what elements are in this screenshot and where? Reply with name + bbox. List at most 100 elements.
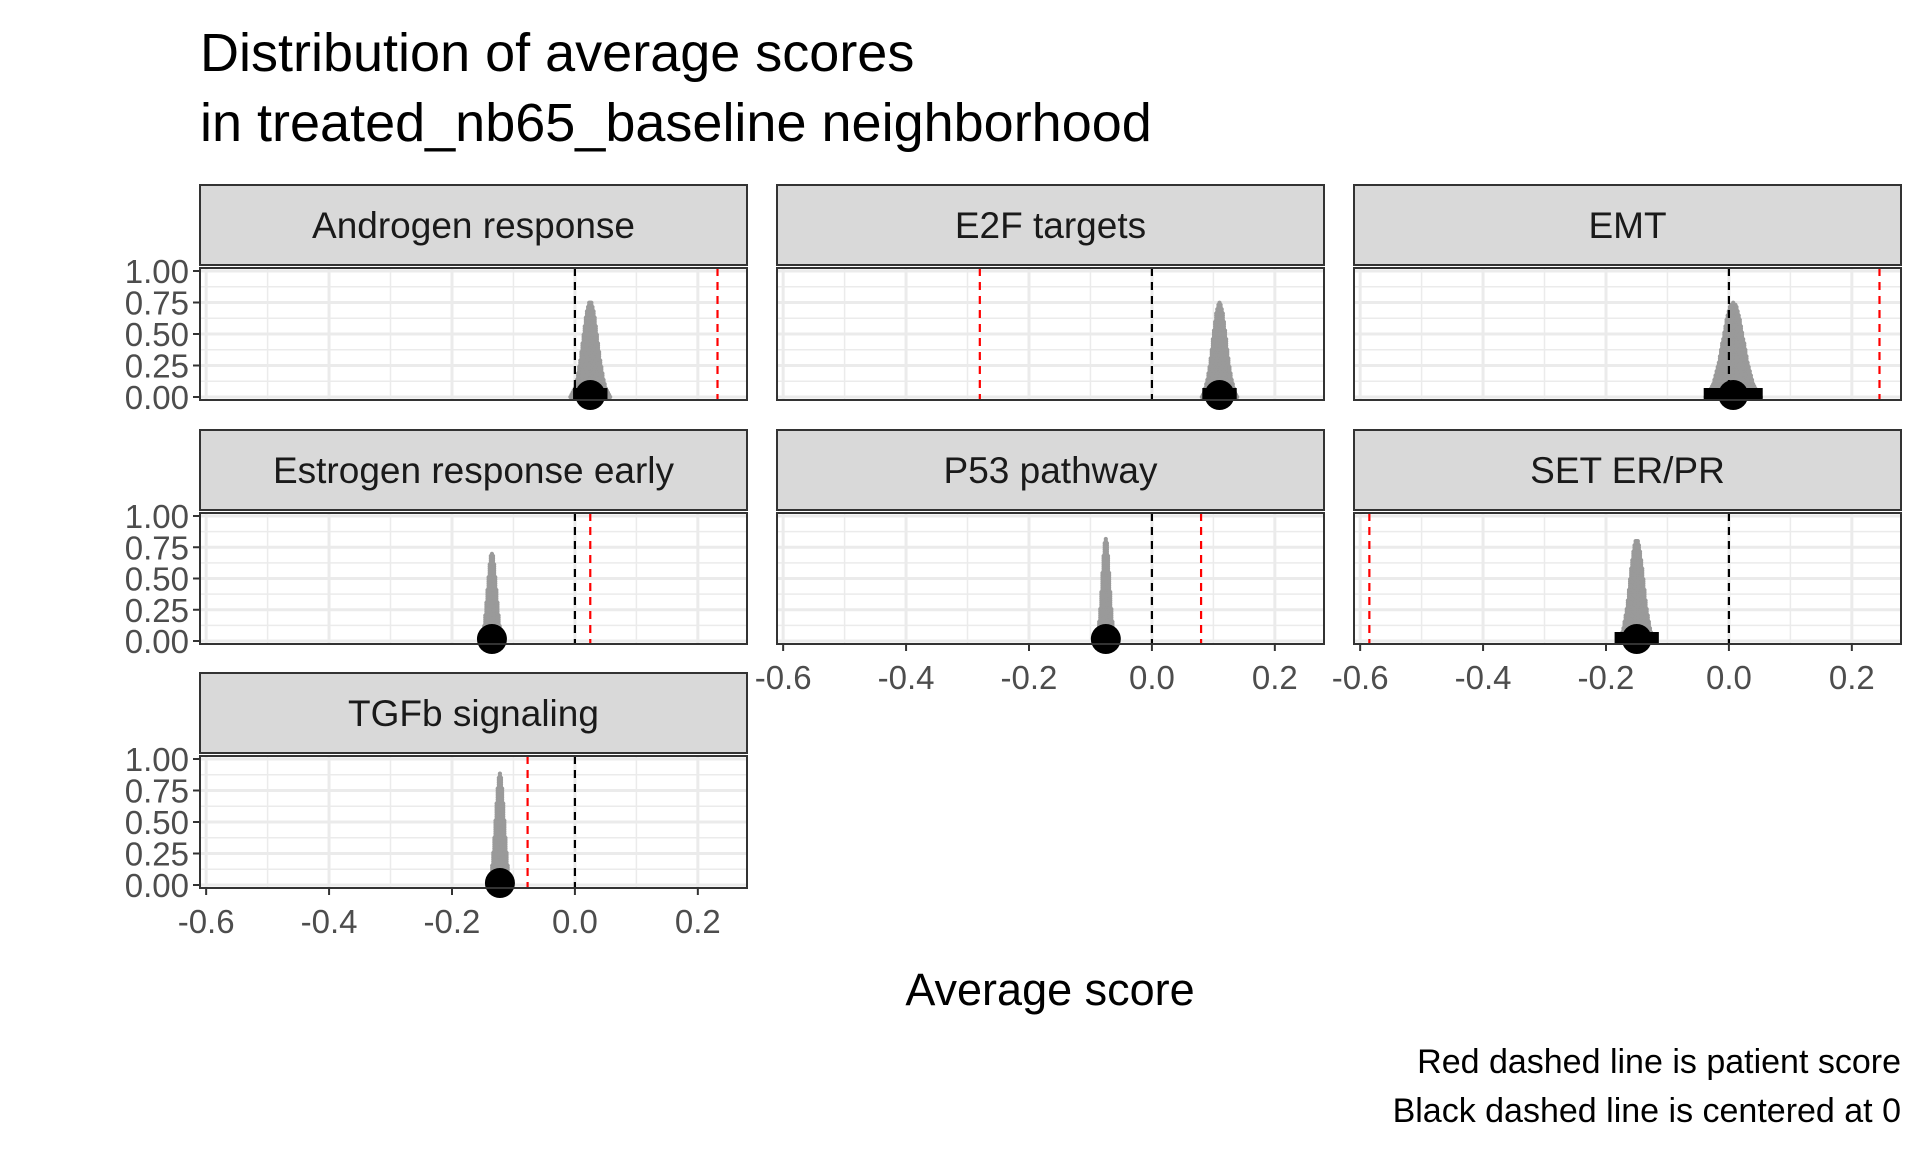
dot [1734, 304, 1739, 310]
dot [1643, 598, 1648, 603]
dot [1227, 364, 1232, 370]
facet-strip-label: TGFb signaling [348, 693, 599, 734]
dot [1639, 558, 1644, 563]
dot [1647, 626, 1653, 631]
y-tick-label: 1.00 [125, 741, 189, 778]
facet-panel: E2F targets [776, 184, 1325, 410]
dot [592, 315, 597, 320]
dot [1229, 377, 1234, 382]
x-tick-label: 0.0 [1706, 659, 1752, 696]
facet-panel: P53 pathway-0.6 -0.4 -0.2 0.0 0.2 [755, 429, 1325, 696]
facet-strip [776, 184, 1325, 266]
dot [1747, 369, 1752, 374]
panel-frame [1353, 267, 1902, 401]
dot [600, 371, 605, 376]
dot [1739, 330, 1745, 335]
dot [1737, 317, 1742, 322]
x-tick-label: 0.2 [1252, 659, 1298, 696]
dot [505, 863, 510, 868]
dot [1644, 607, 1649, 612]
dot [589, 300, 594, 305]
dot [501, 801, 506, 806]
facet-panel: SET ER/PR-0.6 -0.4 -0.2 0.0 0.2 [1332, 429, 1902, 696]
dot [1107, 570, 1112, 576]
dot [492, 562, 497, 567]
dot [495, 600, 500, 605]
dot [1105, 553, 1111, 559]
dot [597, 349, 602, 355]
facet-strip-label: Estrogen response early [273, 450, 675, 491]
median-point [484, 868, 515, 898]
x-tick-label: 0.2 [675, 903, 721, 940]
caption-line-1: Red dashed line is patient score [1417, 1043, 1901, 1081]
dot [1743, 347, 1748, 352]
facet-strip-label: E2F targets [955, 205, 1146, 246]
dot [1748, 373, 1754, 378]
panel-frame [776, 267, 1325, 401]
dot [1738, 324, 1744, 329]
dot [1745, 360, 1750, 365]
dot [602, 382, 607, 387]
y-tick-label: 0.00 [125, 867, 189, 904]
dot [1736, 313, 1741, 318]
chart-title-line-1: Distribution of average scores [200, 23, 914, 83]
x-tick-label: -0.6 [178, 903, 235, 940]
dot [503, 835, 508, 840]
dot [504, 850, 509, 855]
y-tick-label: 0.25 [125, 592, 189, 629]
y-tick-label: 0.25 [125, 836, 189, 873]
dot [1222, 328, 1228, 333]
dot [601, 377, 606, 382]
x-tick-label: -0.6 [755, 659, 812, 696]
dot [1746, 364, 1751, 370]
caption-line-2: Black dashed line is centered at 0 [1393, 1092, 1901, 1130]
dot [1636, 543, 1642, 548]
facet-strip [199, 429, 748, 511]
dot [1645, 613, 1650, 618]
facet-strip [1353, 184, 1902, 266]
x-tick-label: -0.6 [1332, 659, 1389, 696]
median-point [1204, 380, 1235, 410]
dot [502, 818, 507, 823]
facet-panel: TGFb signaling 0.000.250.500.751.00 -0.6 -0… [125, 672, 748, 940]
facet-panel: Estrogen response early0.000.250.500.751… [125, 429, 748, 660]
x-tick-label: 0.2 [1829, 659, 1875, 696]
dot [1221, 319, 1227, 325]
facet-strip-label: Androgen response [312, 205, 635, 246]
dot [1741, 337, 1746, 342]
dot [1646, 619, 1651, 624]
x-tick-label: -0.4 [878, 659, 935, 696]
dot [1218, 302, 1223, 307]
dot [1109, 607, 1114, 612]
dot [1110, 619, 1115, 624]
dot [497, 771, 503, 776]
facet-strip [199, 184, 748, 266]
median-point [575, 380, 606, 410]
dot [1637, 549, 1643, 554]
dot [1749, 377, 1755, 382]
facet-panel: EMT [1353, 184, 1902, 410]
dot [1219, 307, 1224, 312]
x-tick-label: -0.2 [424, 903, 481, 940]
dot [494, 587, 499, 593]
y-tick-label: 0.75 [125, 773, 189, 810]
dot [599, 364, 604, 370]
dot [1642, 587, 1647, 593]
median-point [1718, 380, 1749, 410]
dot [1744, 354, 1749, 359]
y-tick-label: 1.00 [125, 253, 189, 290]
dot [1641, 577, 1646, 582]
y-tick-label: 0.50 [125, 804, 189, 841]
dot [500, 786, 505, 791]
y-tick-label: 0.00 [125, 379, 189, 416]
dot [1228, 371, 1233, 376]
dot [590, 304, 595, 310]
chart-title-line-2: in treated_nb65_baseline neighborhood [200, 93, 1152, 153]
dot [1735, 309, 1740, 314]
x-tick-label: -0.4 [301, 903, 358, 940]
x-tick-label: 0.0 [552, 903, 598, 940]
dot [1635, 539, 1640, 544]
y-tick-label: 0.50 [125, 316, 189, 353]
